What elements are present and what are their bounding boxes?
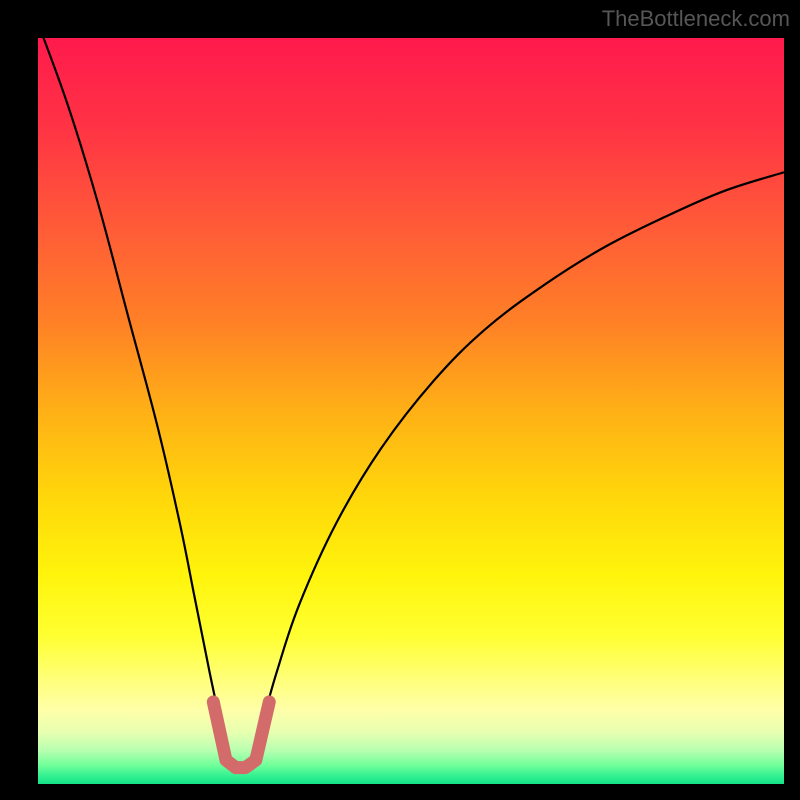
chart-container: TheBottleneck.com <box>0 0 800 800</box>
bottleneck-chart <box>0 0 800 800</box>
watermark-text: TheBottleneck.com <box>602 6 790 32</box>
